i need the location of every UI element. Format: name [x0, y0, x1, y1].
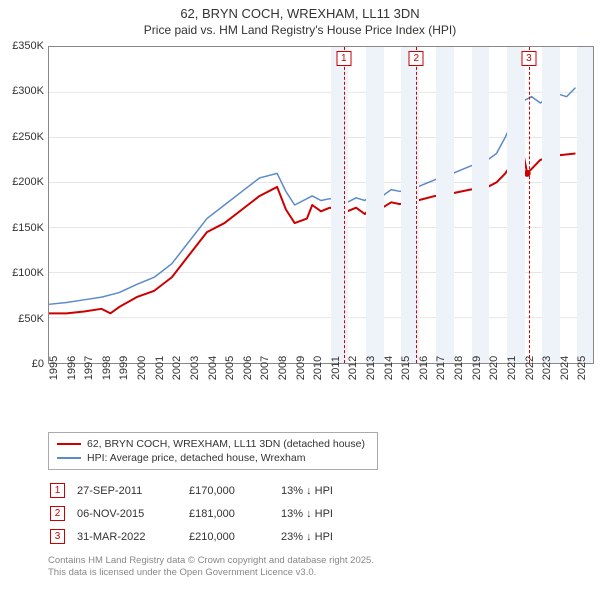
event-marker: 1: [50, 483, 65, 498]
event-marker: 2: [409, 51, 424, 66]
x-axis-tick-label: 1998: [101, 356, 113, 380]
x-axis-tick-label: 2017: [435, 356, 447, 380]
event-marker: 3: [50, 529, 65, 544]
chart-area: 123 £0£50K£100K£150K£200K£250K£300K£350K…: [6, 46, 594, 396]
x-axis-tick-label: 2003: [189, 356, 201, 380]
x-axis-tick-label: 2011: [330, 356, 342, 380]
x-axis-tick-label: 1999: [118, 356, 130, 380]
x-axis-tick-label: 2015: [400, 356, 412, 380]
event-marker: 2: [50, 506, 65, 521]
chart-titles: 62, BRYN COCH, WREXHAM, LL11 3DN Price p…: [0, 0, 600, 38]
event-vline: [416, 47, 417, 363]
y-axis-tick-label: £0: [6, 358, 44, 370]
x-axis-tick-label: 2007: [259, 356, 271, 380]
x-axis-tick-label: 2016: [418, 356, 430, 380]
event-vline: [344, 47, 345, 363]
event-price: £170,000: [189, 480, 279, 501]
x-axis-tick-label: 2010: [312, 356, 324, 380]
series-hpi: [49, 88, 575, 305]
y-axis-tick-label: £300K: [6, 85, 44, 97]
chart-legend: 62, BRYN COCH, WREXHAM, LL11 3DN (detach…: [48, 432, 378, 470]
x-axis-tick-label: 1997: [83, 356, 95, 380]
shaded-year-band: [331, 47, 349, 363]
legend-swatch: [57, 443, 81, 445]
event-marker: 3: [521, 51, 536, 66]
event-delta: 23% ↓ HPI: [281, 526, 343, 547]
chart-container: 62, BRYN COCH, WREXHAM, LL11 3DN Price p…: [0, 0, 600, 590]
table-row: 3 31-MAR-2022£210,00023% ↓ HPI: [50, 526, 343, 547]
shaded-year-band: [507, 47, 525, 363]
x-axis-tick-label: 2000: [136, 356, 148, 380]
shaded-year-band: [472, 47, 490, 363]
x-axis-tick-label: 1996: [66, 356, 78, 380]
event-marker: 1: [336, 51, 351, 66]
shaded-year-band: [366, 47, 384, 363]
legend-row: 62, BRYN COCH, WREXHAM, LL11 3DN (detach…: [57, 437, 369, 451]
shaded-year-band: [436, 47, 454, 363]
shaded-year-band: [542, 47, 560, 363]
legend-row: HPI: Average price, detached house, Wrex…: [57, 451, 369, 465]
x-axis-tick-label: 2023: [541, 356, 553, 380]
y-axis-tick-label: £250K: [6, 131, 44, 143]
legend-label: HPI: Average price, detached house, Wrex…: [87, 452, 306, 464]
shaded-year-band: [577, 47, 594, 363]
x-axis-tick-label: 2019: [471, 356, 483, 380]
legend-label: 62, BRYN COCH, WREXHAM, LL11 3DN (detach…: [87, 438, 365, 450]
x-axis-tick-label: 1995: [48, 356, 60, 380]
event-price: £181,000: [189, 503, 279, 524]
x-axis-tick-label: 2024: [559, 356, 571, 380]
footer-line1: Contains HM Land Registry data © Crown c…: [48, 555, 374, 567]
event-date: 06-NOV-2015: [77, 503, 187, 524]
x-axis-tick-label: 2022: [524, 356, 536, 380]
x-axis-tick-label: 2009: [295, 356, 307, 380]
x-axis-tick-label: 2001: [154, 356, 166, 380]
title-subtitle: Price paid vs. HM Land Registry's House …: [0, 23, 600, 39]
y-axis-tick-label: £350K: [6, 40, 44, 52]
footer-line2: This data is licensed under the Open Gov…: [48, 567, 374, 579]
table-row: 1 27-SEP-2011£170,00013% ↓ HPI: [50, 480, 343, 501]
x-axis-tick-label: 2021: [506, 356, 518, 380]
event-date: 31-MAR-2022: [77, 526, 187, 547]
event-vline: [529, 47, 530, 363]
y-axis-tick-label: £50K: [6, 313, 44, 325]
x-axis-tick-label: 2008: [277, 356, 289, 380]
event-delta: 13% ↓ HPI: [281, 503, 343, 524]
x-axis-tick-label: 2002: [171, 356, 183, 380]
events-table: 1 27-SEP-2011£170,00013% ↓ HPI 2 06-NOV-201…: [48, 478, 345, 549]
y-axis-tick-label: £150K: [6, 222, 44, 234]
legend-swatch: [57, 457, 81, 459]
y-axis-tick-label: £200K: [6, 176, 44, 188]
y-axis-tick-label: £100K: [6, 267, 44, 279]
x-axis-tick-label: 2012: [347, 356, 359, 380]
x-axis-tick-label: 2013: [365, 356, 377, 380]
x-axis-tick-label: 2018: [453, 356, 465, 380]
event-price: £210,000: [189, 526, 279, 547]
chart-footer: Contains HM Land Registry data © Crown c…: [48, 555, 374, 580]
x-axis-tick-label: 2020: [488, 356, 500, 380]
event-date: 27-SEP-2011: [77, 480, 187, 501]
table-row: 2 06-NOV-2015£181,00013% ↓ HPI: [50, 503, 343, 524]
x-axis-tick-label: 2004: [207, 356, 219, 380]
title-address: 62, BRYN COCH, WREXHAM, LL11 3DN: [0, 6, 600, 23]
x-axis-tick-label: 2014: [383, 356, 395, 380]
x-axis-tick-label: 2006: [242, 356, 254, 380]
event-delta: 13% ↓ HPI: [281, 480, 343, 501]
x-axis-tick-label: 2005: [224, 356, 236, 380]
chart-plot: 1 2 3: [48, 46, 594, 364]
x-axis-tick-label: 2025: [576, 356, 588, 380]
